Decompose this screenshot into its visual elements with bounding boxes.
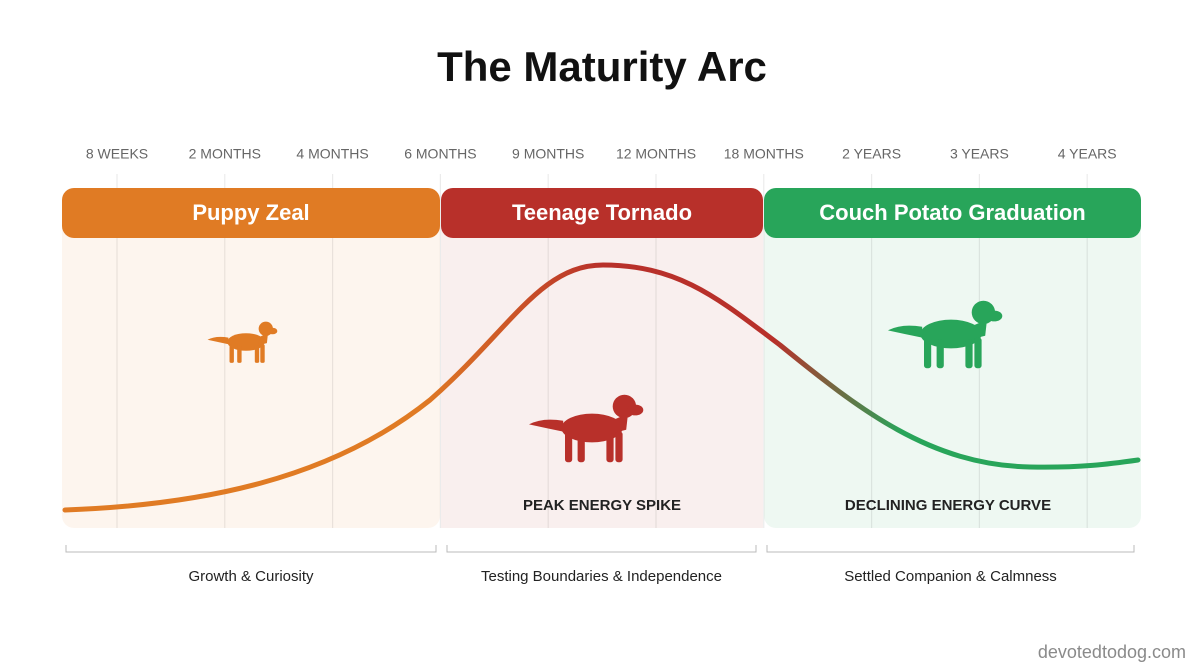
phase-annotation: DECLINING ENERGY CURVE	[845, 497, 1051, 514]
phase-annotation: PEAK ENERGY SPIKE	[523, 497, 681, 514]
timeline-label: 12 MONTHS	[616, 146, 696, 162]
energy-curve	[62, 262, 1141, 513]
phase-panel	[441, 212, 763, 528]
timeline-label: 4 MONTHS	[296, 146, 368, 162]
timeline-label: 9 MONTHS	[512, 146, 584, 162]
bracket	[446, 545, 757, 553]
timeline-label: 2 YEARS	[842, 146, 901, 162]
timeline-label: 4 YEARS	[1058, 146, 1117, 162]
phase-caption: Testing Boundaries & Independence	[481, 568, 722, 585]
timeline-label: 3 YEARS	[950, 146, 1009, 162]
timeline-label: 6 MONTHS	[404, 146, 476, 162]
phase-name: Puppy Zeal	[192, 200, 309, 225]
phase-bar	[764, 188, 1141, 238]
phase-panel	[764, 212, 1141, 528]
phase-bar	[62, 188, 440, 238]
phase-name: Couch Potato Graduation	[819, 200, 1085, 225]
phase-name: Teenage Tornado	[512, 200, 692, 225]
timeline-label: 2 MONTHS	[189, 146, 261, 162]
bracket	[65, 545, 437, 553]
timeline-label: 18 MONTHS	[724, 146, 804, 162]
phase-caption: Settled Companion & Calmness	[844, 568, 1057, 585]
title: The Maturity Arc	[437, 43, 767, 90]
phase-bar	[441, 188, 763, 238]
timeline-label: 8 WEEKS	[86, 146, 148, 162]
bracket	[766, 545, 1135, 553]
phase-panel	[62, 212, 440, 528]
watermark: devotedtodog.com	[1038, 642, 1186, 662]
phase-caption: Growth & Curiosity	[188, 568, 314, 585]
